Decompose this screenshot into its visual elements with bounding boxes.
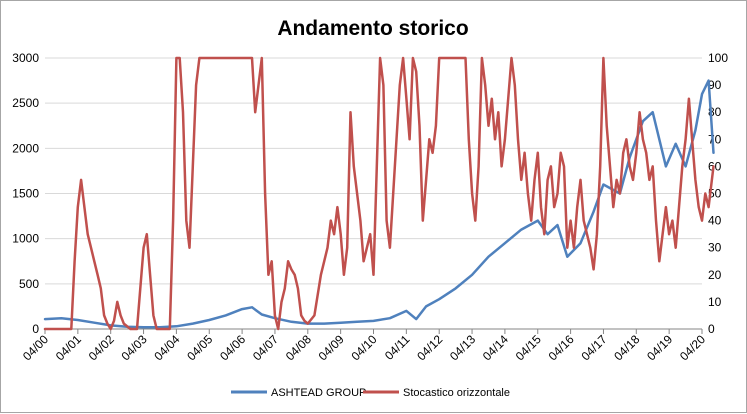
legend: ASHTEAD GROUP Stocastico orizzontale xyxy=(231,387,510,399)
series-line-stocastico-orizzontale xyxy=(43,56,715,331)
chart-title: Andamento storico xyxy=(277,17,468,40)
x-tick-label: 04/01 xyxy=(53,332,84,363)
legend-item-stocastico-orizzontale: Stocastico orizzontale xyxy=(363,387,510,399)
y-right-tick-label: 70 xyxy=(708,132,722,146)
x-tick-label: 04/00 xyxy=(20,332,51,363)
y-right-tick-label: 20 xyxy=(708,268,722,282)
x-tick-label: 04/12 xyxy=(414,332,445,363)
x-tick-label: 04/11 xyxy=(382,332,413,363)
y-left-tick-label: 0 xyxy=(32,322,39,336)
y-left-tick-label: 500 xyxy=(19,277,39,291)
y-right-tick-label: 100 xyxy=(708,51,728,65)
y-left-tick-label: 3000 xyxy=(12,51,39,65)
y-left-tick-label: 2000 xyxy=(12,141,39,155)
y-right-tick-label: 90 xyxy=(708,78,722,92)
y-right-tick-label: 0 xyxy=(708,322,715,336)
y-right-tick-label: 60 xyxy=(708,159,722,173)
x-tick-label: 04/19 xyxy=(644,332,675,363)
y-right-tick-label: 10 xyxy=(708,295,722,309)
x-tick-label: 04/08 xyxy=(283,332,314,363)
x-tick-label: 04/14 xyxy=(480,332,511,363)
legend-item-ashtead-group: ASHTEAD GROUP xyxy=(231,387,366,399)
x-tick-label: 04/09 xyxy=(316,332,347,363)
x-tick-label: 04/02 xyxy=(86,332,117,363)
legend-label: ASHTEAD GROUP xyxy=(271,387,366,399)
y-right-tick-label: 40 xyxy=(708,214,722,228)
x-tick-label: 04/15 xyxy=(513,332,544,363)
x-tick-label: 04/16 xyxy=(546,332,577,363)
legend-label: Stocastico orizzontale xyxy=(403,387,510,399)
x-tick-label: 04/03 xyxy=(119,332,150,363)
x-tick-label: 04/10 xyxy=(348,332,379,363)
x-tick-label: 04/05 xyxy=(184,332,215,363)
x-tick-label: 04/13 xyxy=(447,332,478,363)
x-tick-label: 04/06 xyxy=(217,332,248,363)
x-tick-label: 04/04 xyxy=(151,332,182,363)
x-tick-label: 04/20 xyxy=(677,332,708,363)
y-left-tick-label: 1000 xyxy=(12,232,39,246)
x-tick-label: 04/18 xyxy=(611,332,642,363)
series-layer xyxy=(43,56,715,331)
x-tick-label: 04/07 xyxy=(250,332,281,363)
y-left-tick-label: 2500 xyxy=(12,96,39,110)
x-tick-label: 04/17 xyxy=(578,332,609,363)
y-right-tick-label: 30 xyxy=(708,241,722,255)
y-left-tick-label: 1500 xyxy=(12,187,39,201)
